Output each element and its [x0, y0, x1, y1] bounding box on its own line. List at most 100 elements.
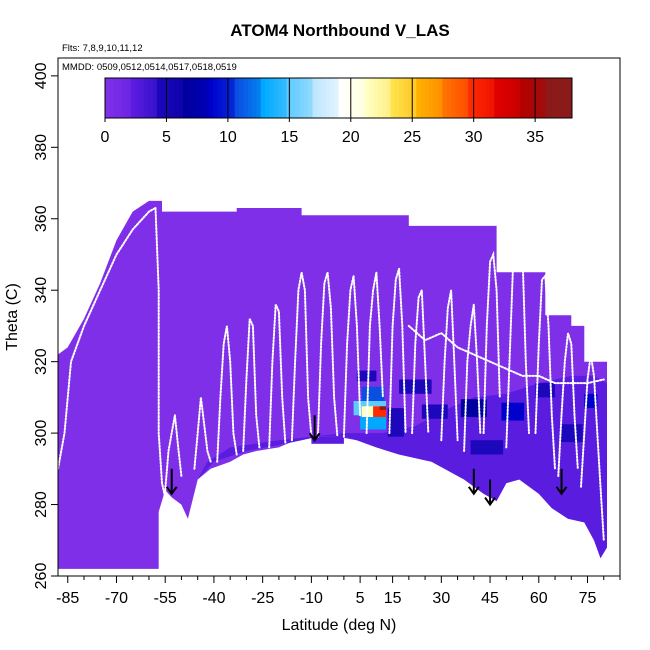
- colorbar-swatch: [247, 78, 253, 118]
- x-tick-label: -70: [105, 590, 128, 607]
- colorbar-swatch: [399, 78, 404, 118]
- colorbar-swatch: [507, 78, 512, 118]
- colorbar-swatch: [355, 78, 361, 118]
- colorbar-swatch: [303, 78, 309, 118]
- colorbar-swatch: [502, 78, 508, 118]
- x-tick-label: -55: [154, 590, 177, 607]
- colorbar-swatch: [169, 78, 175, 118]
- colorbar-swatch: [264, 78, 270, 118]
- heatmap-cell: [559, 424, 583, 443]
- colorbar-swatch: [113, 78, 119, 118]
- y-axis: 260 280 300 320 340 360 380 400: [33, 62, 58, 589]
- flight-track: [290, 272, 313, 442]
- colorbar-swatch: [321, 78, 326, 118]
- colorbar-swatch: [498, 78, 504, 118]
- heatmap-cell: [501, 402, 525, 421]
- colorbar-swatch: [489, 78, 495, 118]
- chart-title: ATOM4 Northbound V_LAS: [230, 21, 449, 40]
- colorbar-swatch: [191, 78, 197, 118]
- colorbar-tick-label: 35: [526, 129, 544, 146]
- down-arrow: [165, 468, 178, 496]
- annotation-arrows: [165, 415, 568, 507]
- x-tick-label: -85: [56, 590, 79, 607]
- colorbar-swatch: [364, 78, 370, 118]
- flight-track: [342, 275, 362, 438]
- colorbar-swatch: [234, 78, 240, 118]
- colorbar-swatch: [468, 78, 473, 118]
- colorbar-swatch: [437, 78, 443, 118]
- colorbar-swatch: [550, 78, 556, 118]
- flight-track: [482, 250, 501, 435]
- colorbar-swatch: [256, 78, 262, 118]
- heatmap-cell: [311, 436, 344, 444]
- colorbar-swatch: [567, 78, 573, 118]
- down-arrow: [468, 468, 480, 496]
- flight-track: [193, 397, 212, 470]
- heatmap-cell: [421, 404, 448, 419]
- colorbar-swatch: [424, 78, 430, 118]
- colorbar-swatch: [446, 78, 452, 118]
- down-arrow: [484, 479, 496, 507]
- colorbar-swatch: [472, 78, 478, 118]
- colorbar-swatch: [342, 78, 348, 118]
- flight-track: [268, 304, 287, 449]
- flight-track: [58, 207, 157, 470]
- colorbar-swatch: [463, 78, 469, 118]
- heatmap-cell: [373, 406, 387, 417]
- y-tick-label: 260: [33, 563, 50, 590]
- colorbar-swatch: [316, 78, 322, 118]
- heatmap-cell: [360, 415, 387, 430]
- colorbar-ticks: 0 5 10 15 20 25 30 35: [101, 78, 544, 146]
- colorbar-swatch: [455, 78, 460, 118]
- colorbar-swatch: [165, 78, 171, 118]
- colorbar-swatch: [559, 78, 564, 118]
- colorbar-swatch: [178, 78, 184, 118]
- dates-note: MMDD: 0509,0512,0514,0517,0518,0519: [62, 62, 237, 73]
- colorbar-swatch: [347, 78, 352, 118]
- colorbar-swatch: [377, 78, 383, 118]
- flight-track: [411, 289, 430, 435]
- flight-track: [463, 304, 482, 452]
- x-tick-label: -40: [202, 590, 225, 607]
- x-tick-label: 60: [530, 590, 548, 607]
- colorbar-swatch: [338, 78, 344, 118]
- colorbar-swatch: [325, 78, 331, 118]
- colorbar-tick-label: 15: [280, 129, 298, 146]
- flight-track: [534, 273, 556, 470]
- colorbar-swatch: [161, 78, 166, 118]
- colorbar-swatch: [152, 78, 158, 118]
- flight-track: [242, 318, 261, 452]
- down-arrow: [308, 415, 321, 442]
- colorbar-swatch: [476, 78, 482, 118]
- colorbar-swatch: [360, 78, 365, 118]
- plot-area: [58, 200, 607, 569]
- colorbar-swatch: [148, 78, 153, 118]
- plot-frame: [57, 57, 621, 577]
- colorbar-swatch: [126, 78, 132, 118]
- colorbar-tick-label: 25: [403, 129, 421, 146]
- data-region-dark: [197, 375, 607, 559]
- colorbar-tick-label: 10: [219, 129, 237, 146]
- x-tick-label: -10: [300, 590, 323, 607]
- colorbar-swatch: [221, 78, 227, 118]
- colorbar-swatch: [156, 78, 162, 118]
- colorbar-swatch: [204, 78, 210, 118]
- colorbar-swatch: [122, 78, 128, 118]
- colorbar-swatch: [351, 78, 357, 118]
- colorbar-swatch: [433, 78, 439, 118]
- colorbar-swatch: [295, 78, 300, 118]
- flight-track: [580, 354, 605, 542]
- colorbar-swatch: [143, 78, 149, 118]
- y-tick-label: 300: [33, 420, 50, 447]
- colorbar-swatch: [515, 78, 521, 118]
- colorbar-swatch: [239, 78, 244, 118]
- colorbar-swatch: [394, 78, 400, 118]
- colorbar-swatch: [368, 78, 374, 118]
- heatmap-cell: [379, 406, 387, 410]
- colorbar-swatch: [554, 78, 560, 118]
- colorbar-swatch: [481, 78, 486, 118]
- colorbar-tick-label: 5: [162, 129, 171, 146]
- colorbar-swatch: [546, 78, 551, 118]
- flights-note: Flts: 7,8,9,10,11,12: [62, 43, 143, 54]
